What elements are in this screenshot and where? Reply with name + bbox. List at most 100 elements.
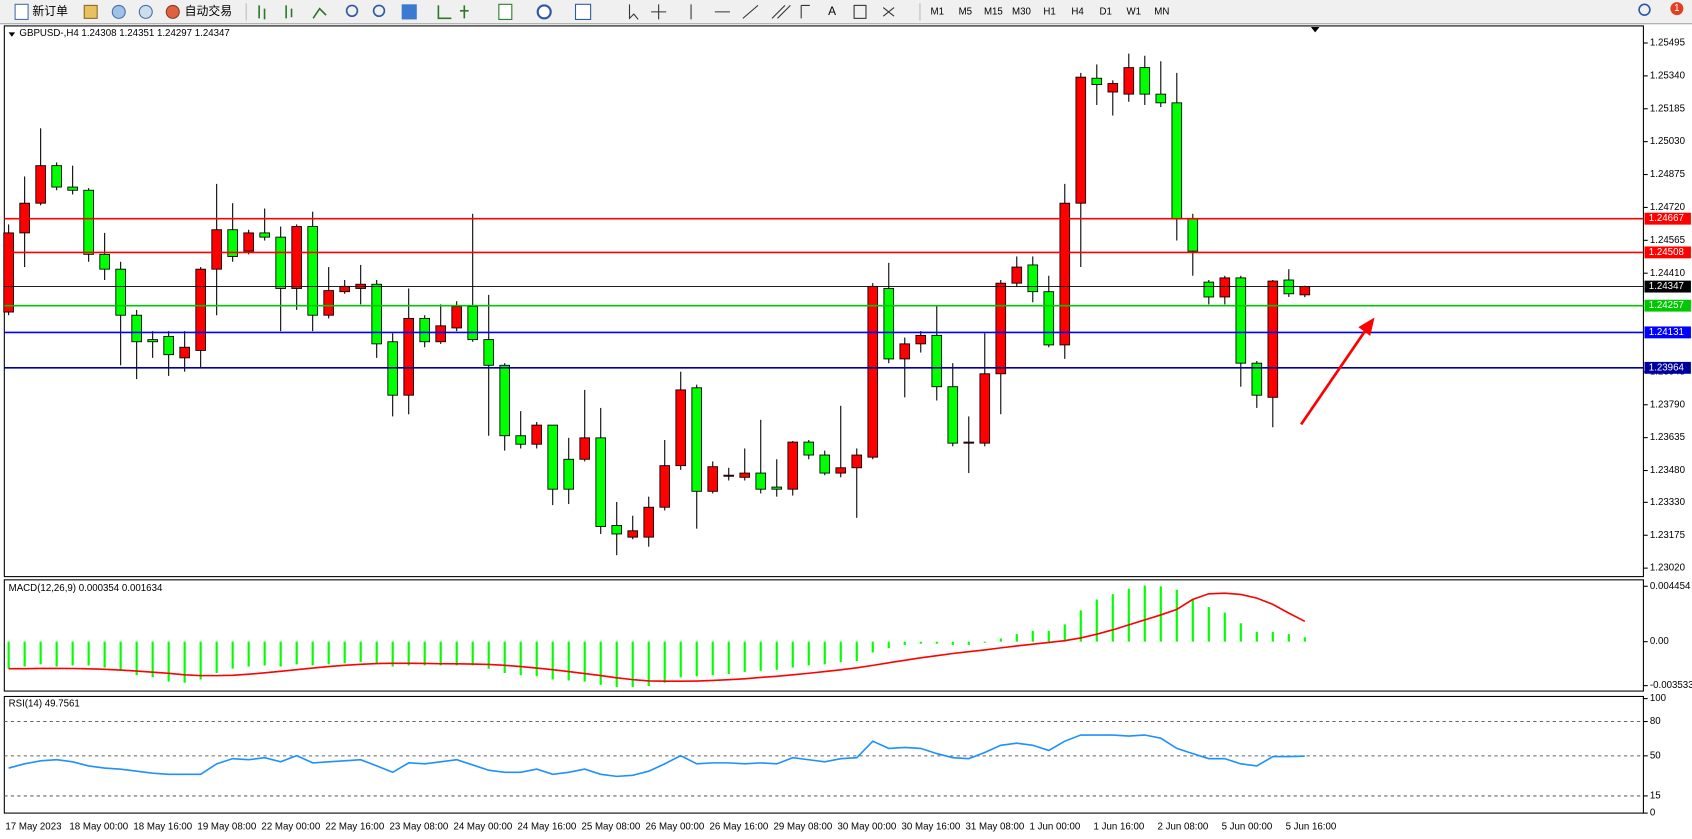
y-tick-label: 80 (1650, 716, 1661, 727)
zoom-out-icon[interactable] (372, 4, 386, 18)
price-level-tag (1644, 326, 1691, 339)
text-tool[interactable]: A (828, 4, 836, 18)
menu-triangle[interactable] (8, 32, 16, 37)
candle-body (179, 346, 190, 359)
candle-body (259, 232, 270, 238)
macd-pane (3, 579, 1644, 692)
candle-body (915, 334, 927, 345)
candle-body (1027, 264, 1039, 293)
auto-trading-button[interactable]: 自动交易 (185, 4, 232, 18)
price-level-tag (1644, 280, 1691, 293)
y-tick-label: 0.00 (1650, 636, 1669, 647)
y-tick-label: 1.23480 (1650, 465, 1686, 476)
cursor-icon[interactable] (628, 4, 639, 20)
auto-trading-icon[interactable] (165, 4, 180, 19)
price-level-label: 1.24667 (1649, 213, 1684, 224)
y-tick-label: 1.25030 (1650, 136, 1686, 147)
candle-body (115, 268, 126, 316)
scroll-icons[interactable] (437, 5, 469, 20)
candle-body (659, 465, 671, 508)
timeframe-button[interactable]: H1 (1043, 6, 1055, 17)
x-tick-label: 23 May 08:00 (389, 822, 448, 833)
candle-body (627, 530, 639, 538)
candle-body (867, 285, 879, 458)
candle-body (1203, 281, 1215, 298)
candle-body (1251, 362, 1263, 396)
candle-body (1299, 286, 1311, 296)
indicator-line (8, 734, 1305, 778)
candle-body (67, 186, 78, 191)
candle-body (483, 339, 494, 366)
x-tick-label: 1 Jun 16:00 (1094, 822, 1145, 833)
indicator-icon[interactable] (498, 3, 513, 20)
candle-body (995, 282, 1007, 375)
timeframe-button[interactable]: M15 (984, 6, 1003, 17)
chart-shift-marker[interactable] (1310, 26, 1320, 33)
candle-body (563, 458, 575, 490)
arrows-tool[interactable] (882, 7, 895, 17)
candle-body (803, 441, 815, 456)
tool-icon[interactable] (111, 4, 126, 19)
arrow-head (1358, 317, 1375, 336)
candle-body (435, 325, 446, 343)
chart-type-icons[interactable] (258, 5, 327, 20)
zoom-in-icon[interactable] (345, 4, 359, 18)
candle-body (947, 386, 959, 444)
timeframe-button[interactable]: D1 (1099, 6, 1111, 17)
timeframe-button[interactable]: M1 (930, 6, 943, 17)
x-tick-label: 5 Jun 00:00 (1222, 822, 1273, 833)
price-level-tag (1644, 299, 1691, 312)
timeframe-button[interactable]: M30 (1012, 6, 1031, 17)
timeframe-button[interactable]: W1 (1126, 6, 1141, 17)
new-order-icon[interactable] (14, 3, 29, 20)
period-icon[interactable] (536, 4, 552, 20)
notification-count: 1 (1674, 3, 1679, 14)
x-tick-label: 26 May 00:00 (645, 822, 704, 833)
x-tick-label: 18 May 16:00 (133, 822, 192, 833)
search-icon[interactable] (1638, 3, 1651, 16)
candle-body (227, 229, 238, 257)
candle-body (595, 437, 607, 527)
candle-body (1091, 77, 1103, 86)
x-tick-label: 19 May 08:00 (197, 822, 256, 833)
candle-body (83, 189, 94, 255)
timeframe-button[interactable]: MN (1154, 6, 1169, 17)
timeframe-button[interactable]: M5 (959, 6, 972, 17)
candle-body (1075, 76, 1087, 204)
price-level-label: 1.24347 (1649, 281, 1684, 292)
timeframe-button[interactable]: H4 (1071, 6, 1084, 17)
candle-body (1107, 83, 1119, 93)
candle-body (419, 317, 430, 343)
x-tick-label: 18 May 00:00 (69, 822, 128, 833)
rsi-pane (3, 695, 1644, 814)
tool-icon[interactable] (83, 4, 98, 19)
x-tick-label: 2 Jun 08:00 (1158, 822, 1209, 833)
new-order-button[interactable]: 新订单 (32, 4, 68, 18)
candle-body (1219, 277, 1231, 298)
candle-body (675, 389, 687, 467)
candle-body (979, 373, 991, 444)
notification-badge[interactable] (1670, 2, 1684, 16)
candle-body (163, 336, 174, 356)
candle-body (467, 306, 478, 341)
y-tick-label: 1.23020 (1650, 563, 1686, 574)
candle-body (547, 424, 559, 490)
x-tick-label: 22 May 16:00 (325, 822, 384, 833)
drawing-tools[interactable] (651, 4, 810, 20)
candle-body (51, 165, 62, 188)
tile-icon[interactable] (401, 4, 417, 20)
price-level-tag (1644, 212, 1691, 225)
candle-body (339, 285, 350, 293)
candle-body (515, 435, 526, 445)
macd-title: MACD(12,26,9) 0.000354 0.001634 (9, 583, 163, 594)
template-icon[interactable] (574, 3, 592, 20)
tool-icon[interactable] (138, 4, 153, 19)
candle-body (99, 253, 110, 270)
candle-body (611, 525, 623, 535)
price-pane (3, 25, 1644, 578)
price-level-tag (1644, 246, 1691, 259)
label-tool[interactable] (853, 4, 867, 19)
timeframes: M1 M5 M15 M30 H1 H4 D1 W1 MN (930, 6, 1169, 17)
